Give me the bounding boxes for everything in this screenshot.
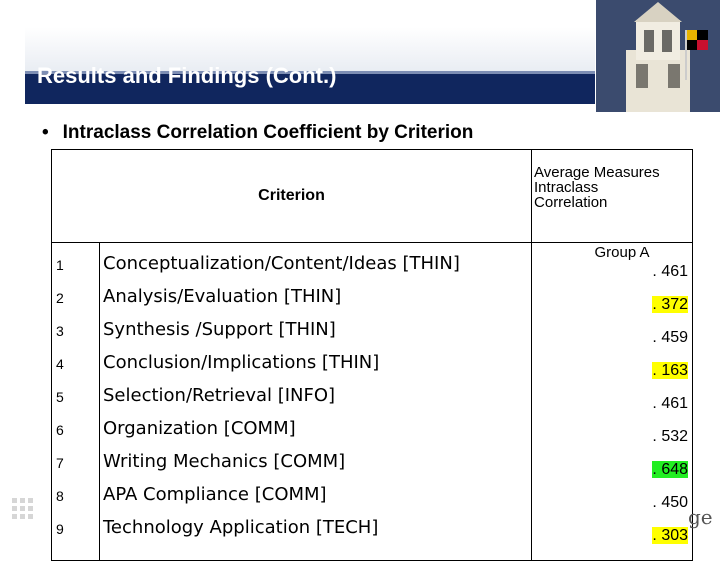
banner-top: [25, 27, 595, 71]
bullet-text: Intraclass Correlation Coefficient by Cr…: [62, 122, 474, 143]
row-number: 8: [56, 488, 64, 504]
banner-bar: [25, 71, 595, 104]
icc-value-cell: . 461: [533, 263, 692, 296]
row-number: 6: [56, 422, 64, 438]
criterion-column: Conceptualization/Content/Ideas [THIN] An…: [98, 242, 533, 561]
number-column: 1 2 3 4 5 6 7 8 9: [51, 242, 100, 561]
icc-value-cell: . 532: [533, 428, 692, 461]
icc-value: . 372: [652, 296, 689, 313]
icc-value-cell: . 163: [533, 362, 692, 395]
criterion-name: Selection/Retrieval [INFO]: [103, 385, 336, 406]
icc-value-cell: . 303: [533, 527, 692, 560]
criterion-name: Conceptualization/Content/Ideas [THIN]: [103, 253, 460, 274]
icc-value: . 303: [652, 527, 689, 544]
slide-title: Results and Findings (Cont.): [37, 63, 337, 88]
title-banner: [25, 27, 595, 104]
icc-table: Criterion Average Measures Intraclass Co…: [50, 149, 694, 561]
icc-value: . 450: [652, 494, 689, 511]
icc-value-cell: . 461: [533, 395, 692, 428]
row-number: 3: [56, 323, 64, 339]
icc-value: . 648: [652, 461, 689, 478]
icc-value: . 532: [652, 428, 689, 445]
icc-value-cell: . 648: [533, 461, 692, 494]
logo-mark-left: [0, 492, 55, 532]
criterion-name: Writing Mechanics [COMM]: [103, 451, 346, 472]
row-number: 9: [56, 521, 64, 537]
measure-header-line: Average Measures: [534, 164, 660, 181]
icc-value: . 459: [652, 329, 689, 346]
criterion-name: Analysis/Evaluation [THIN]: [103, 286, 342, 307]
icc-value-cell: . 450: [533, 494, 692, 527]
row-number: 5: [56, 389, 64, 405]
criterion-name: Conclusion/Implications [THIN]: [103, 352, 380, 373]
bullet-item: • Intraclass Correlation Coefficient by C…: [42, 122, 473, 144]
row-number: 2: [56, 290, 64, 306]
logo-text: ge: [688, 505, 713, 529]
table-body-row: 1 2 3 4 5 6 7 8 9 Conceptualization/Content/Idea…: [51, 242, 694, 561]
icc-value: . 461: [652, 263, 689, 280]
bullet-icon: •: [42, 122, 49, 143]
icc-value: . 163: [652, 362, 689, 379]
row-number: 4: [56, 356, 64, 372]
measure-header-line: Intraclass: [534, 179, 599, 196]
icc-value: . 461: [652, 395, 689, 412]
group-label: Group A: [594, 244, 650, 261]
icc-value-cell: . 372: [533, 296, 692, 329]
measure-header: Average Measures Intraclass Correlation: [531, 149, 694, 243]
row-number: 7: [56, 455, 64, 471]
value-column: Group A . 461 . 372 . 459 . 163 . 461 . 532 . …: [531, 242, 694, 561]
building-photo: [596, 0, 720, 112]
criterion-name: Organization [COMM]: [103, 418, 296, 439]
icc-value-cell: . 459: [533, 329, 692, 362]
row-number: 1: [56, 257, 64, 273]
measure-header-line: Correlation: [534, 194, 608, 211]
criterion-header: Criterion: [50, 149, 533, 243]
table-header-row: Criterion Average Measures Intraclass Co…: [50, 149, 694, 243]
criterion-name: Synthesis /Support [THIN]: [103, 319, 336, 340]
criterion-name: APA Compliance [COMM]: [103, 484, 327, 505]
criterion-name: Technology Application [TECH]: [103, 517, 379, 538]
